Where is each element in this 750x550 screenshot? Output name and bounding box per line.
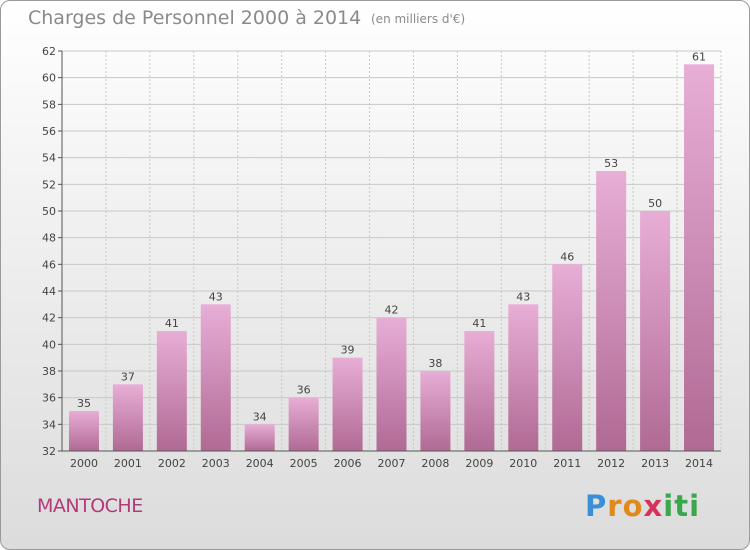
bar-2005 bbox=[288, 397, 319, 451]
y-tick-label: 58 bbox=[42, 98, 56, 111]
y-tick-label: 38 bbox=[42, 365, 56, 378]
location-name: MANTOCHE bbox=[37, 495, 143, 517]
y-tick-label: 54 bbox=[42, 152, 56, 165]
bar-2001 bbox=[112, 384, 143, 451]
y-tick-label: 50 bbox=[42, 205, 56, 218]
y-tick-label: 40 bbox=[42, 338, 56, 351]
x-tick-label: 2011 bbox=[553, 457, 581, 470]
y-tick-label: 56 bbox=[42, 125, 56, 138]
y-tick-label: 44 bbox=[42, 285, 56, 298]
y-tick-label: 32 bbox=[42, 445, 56, 458]
y-tick-label: 42 bbox=[42, 312, 56, 325]
bar-2003 bbox=[200, 304, 231, 451]
value-label: 53 bbox=[604, 157, 618, 170]
x-tick-label: 2008 bbox=[421, 457, 449, 470]
y-tick-label: 34 bbox=[42, 418, 56, 431]
x-tick-label: 2003 bbox=[202, 457, 230, 470]
value-label: 35 bbox=[77, 397, 91, 410]
x-tick-label: 2007 bbox=[378, 457, 406, 470]
value-label: 43 bbox=[209, 290, 223, 303]
logo-letter: t bbox=[674, 489, 690, 523]
value-label: 46 bbox=[560, 250, 574, 263]
x-tick-label: 2004 bbox=[246, 457, 274, 470]
logo-letter: i bbox=[663, 489, 675, 523]
value-label: 41 bbox=[472, 317, 486, 330]
value-label: 42 bbox=[385, 304, 399, 317]
logo-letter: P bbox=[585, 489, 608, 523]
value-label: 41 bbox=[165, 317, 179, 330]
bar-2007 bbox=[376, 317, 407, 451]
value-label: 37 bbox=[121, 370, 135, 383]
y-tick-label: 62 bbox=[42, 45, 56, 58]
bar-2004 bbox=[244, 424, 275, 451]
y-tick-label: 46 bbox=[42, 258, 56, 271]
bar-2002 bbox=[156, 331, 187, 451]
value-label: 61 bbox=[692, 50, 706, 63]
bar-2014 bbox=[684, 64, 715, 452]
x-tick-label: 2006 bbox=[334, 457, 362, 470]
x-tick-label: 2005 bbox=[290, 457, 318, 470]
logo-letter: i bbox=[689, 489, 701, 523]
bar-2013 bbox=[640, 211, 671, 451]
value-label: 34 bbox=[253, 410, 267, 423]
bar-2006 bbox=[332, 357, 363, 451]
y-tick-label: 36 bbox=[42, 392, 56, 405]
logo-letter: x bbox=[643, 489, 664, 523]
logo-letter: o bbox=[622, 489, 644, 523]
y-tick-label: 48 bbox=[42, 232, 56, 245]
chart-subtitle: (en milliers d'€) bbox=[371, 12, 466, 26]
x-tick-label: 2009 bbox=[465, 457, 493, 470]
chart-title: Charges de Personnel 2000 à 2014 bbox=[28, 7, 362, 29]
axes: 32 34 36 38 40 42 44 46 48 50 52 54 56 58 60 62 2000 2001… bbox=[42, 45, 721, 470]
x-tick-label: 2010 bbox=[509, 457, 537, 470]
x-tick-label: 2002 bbox=[158, 457, 186, 470]
value-label: 38 bbox=[428, 357, 442, 370]
y-tick-label: 52 bbox=[42, 178, 56, 191]
x-tick-label: 2014 bbox=[685, 457, 713, 470]
bar-2011 bbox=[552, 264, 583, 451]
value-label: 43 bbox=[516, 290, 530, 303]
bar-2010 bbox=[508, 304, 539, 451]
bar-2009 bbox=[464, 331, 495, 451]
x-tick-label: 2013 bbox=[641, 457, 669, 470]
bars: 35 37 41 43 34 36 39 42 38 41 43 46 53 50 61 bbox=[68, 50, 715, 452]
proxiti-logo[interactable]: Proxiti bbox=[585, 489, 700, 523]
y-tick-label: 60 bbox=[42, 72, 56, 85]
bar-2000 bbox=[68, 411, 99, 451]
value-label: 50 bbox=[648, 197, 662, 210]
value-label: 36 bbox=[297, 384, 311, 397]
bar-2012 bbox=[596, 171, 627, 451]
logo-letter: r bbox=[607, 489, 623, 523]
value-label: 39 bbox=[341, 344, 355, 357]
x-tick-label: 2001 bbox=[114, 457, 142, 470]
bar-2008 bbox=[420, 371, 451, 451]
x-tick-label: 2012 bbox=[597, 457, 625, 470]
x-tick-label: 2000 bbox=[70, 457, 98, 470]
